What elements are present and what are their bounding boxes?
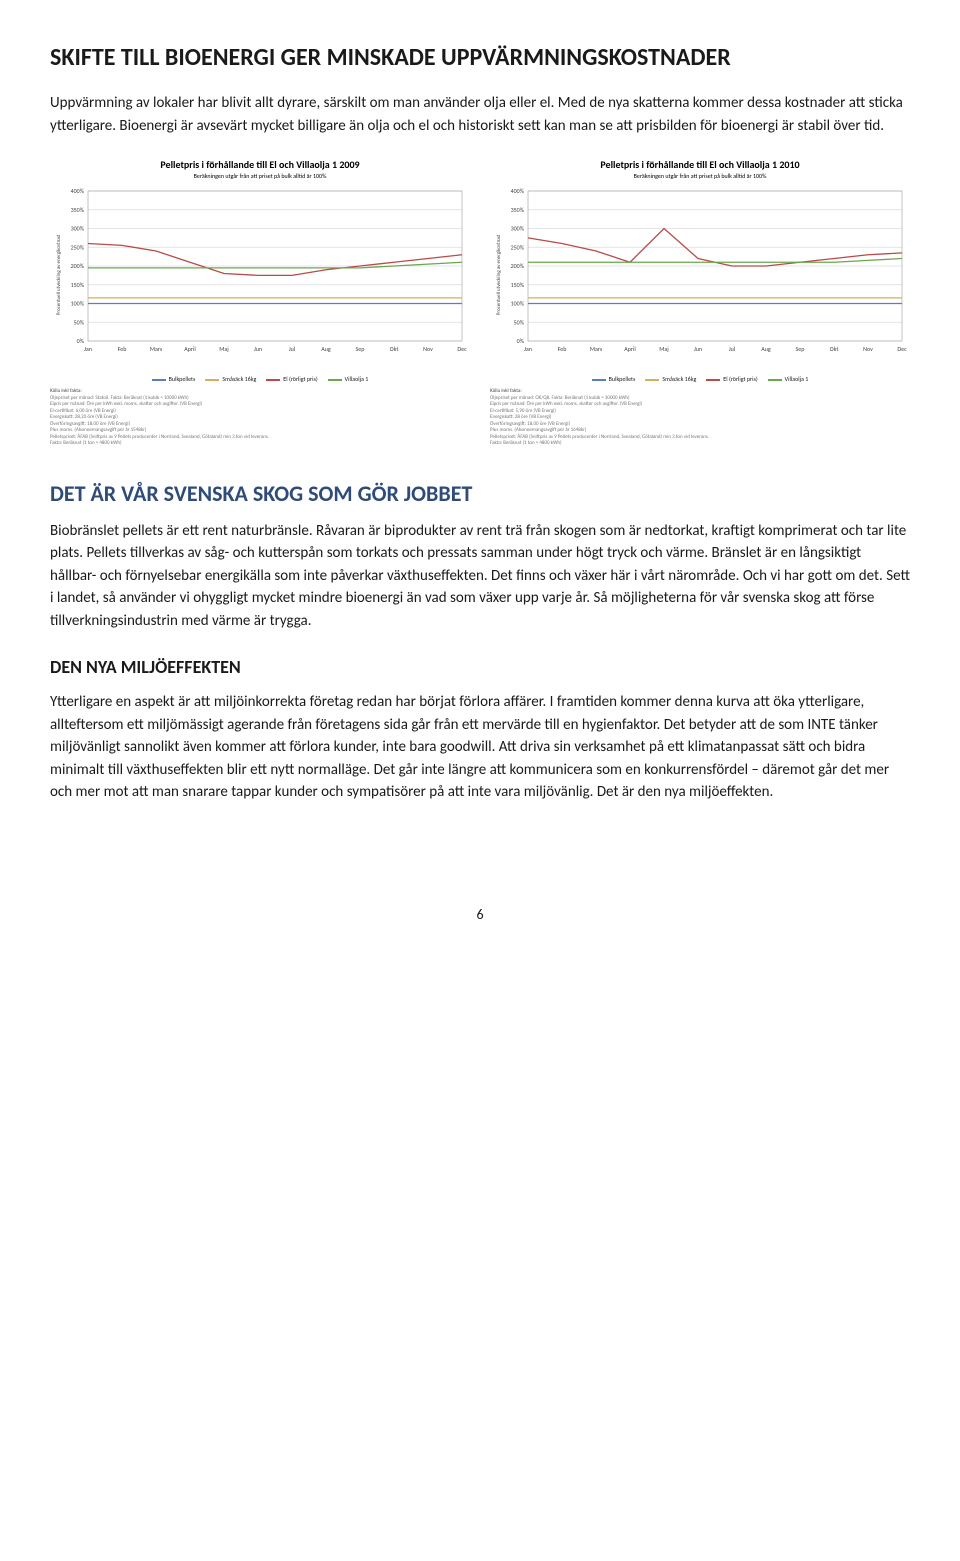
svg-text:100%: 100%: [71, 300, 85, 308]
svg-text:50%: 50%: [514, 318, 525, 326]
svg-text:Dec: Dec: [897, 345, 907, 353]
legend-swatch: [592, 379, 606, 381]
chart-title-right: Pelletpris i förhållande till El och Vil…: [490, 157, 910, 172]
svg-text:April: April: [624, 345, 635, 353]
svg-text:100%: 100%: [511, 300, 525, 308]
svg-text:Aug: Aug: [761, 345, 771, 353]
svg-text:Jul: Jul: [289, 345, 295, 353]
section3-body: Ytterligare en aspekt är att miljöinkorr…: [50, 691, 910, 804]
svg-text:Sep: Sep: [796, 345, 805, 353]
intro-paragraph: Uppvärmning av lokaler har blivit allt d…: [50, 92, 910, 137]
svg-text:Okt: Okt: [390, 345, 399, 353]
svg-text:400%: 400%: [511, 187, 525, 195]
legend-label: Bulkpellets: [169, 375, 196, 384]
svg-text:Mars: Mars: [150, 345, 163, 353]
section2-title: DET ÄR VÅR SVENSKA SKOG SOM GÖR JOBBET: [50, 477, 910, 510]
page-number: 6: [50, 904, 910, 925]
legend-label: Småsäck 16kg: [662, 375, 696, 384]
svg-text:0%: 0%: [77, 337, 85, 345]
svg-text:50%: 50%: [74, 318, 85, 326]
legend-item: Småsäck 16kg: [645, 375, 696, 384]
svg-text:Jul: Jul: [729, 345, 735, 353]
chart-footnotes-right: Källa inkl fakta: Oljepriset per månad: …: [490, 388, 910, 447]
legend-item: Bulkpellets: [152, 375, 196, 384]
section3-title: DEN NYA MILJÖEFFEKTEN: [50, 654, 910, 681]
chart-title-left: Pelletpris i förhållande till El och Vil…: [50, 157, 470, 172]
legend-label: Småsäck 16kg: [222, 375, 256, 384]
chart-subtitle-right: Beräkningen utgår från att priset på bul…: [490, 172, 910, 181]
chart-svg-left: 0% 50% 100% 150% 200% 250% 300% 350% 400% Jan Feb M…: [50, 185, 470, 365]
svg-text:Procentuell utveckling av ener: Procentuell utveckling av energikostnad: [56, 234, 62, 315]
legend-swatch: [328, 379, 342, 381]
svg-text:200%: 200%: [71, 262, 85, 270]
svg-text:Maj: Maj: [659, 345, 669, 353]
svg-text:April: April: [184, 345, 195, 353]
chart-2010: Pelletpris i förhållande till El och Vil…: [490, 157, 910, 447]
svg-text:Feb: Feb: [118, 345, 127, 353]
legend-item: El (rörligt pris): [706, 375, 757, 384]
chart-legend-left: Bulkpellets Småsäck 16kg El (rörligt pris)…: [50, 375, 470, 384]
footnote-line: Fakta: Beräknat (1 ton ≈ 4800 kWh): [490, 440, 910, 447]
svg-text:Sep: Sep: [356, 345, 365, 353]
legend-label: Villaolja 1: [345, 375, 369, 384]
legend-item: Villaolja 1: [328, 375, 369, 384]
svg-text:Okt: Okt: [830, 345, 839, 353]
svg-text:Nov: Nov: [863, 345, 873, 353]
svg-text:200%: 200%: [511, 262, 525, 270]
svg-text:Jan: Jan: [524, 345, 532, 353]
charts-row: Pelletpris i förhållande till El och Vil…: [50, 157, 910, 447]
legend-label: El (rörligt pris): [283, 375, 317, 384]
svg-text:Maj: Maj: [219, 345, 229, 353]
svg-text:300%: 300%: [511, 225, 525, 233]
legend-label: Bulkpellets: [609, 375, 636, 384]
page-title: SKIFTE TILL BIOENERGI GER MINSKADE UPPVÄ…: [50, 40, 910, 76]
svg-text:Mars: Mars: [590, 345, 603, 353]
legend-item: El (rörligt pris): [266, 375, 317, 384]
svg-text:300%: 300%: [71, 225, 85, 233]
svg-text:Jan: Jan: [84, 345, 92, 353]
chart-2009: Pelletpris i förhållande till El och Vil…: [50, 157, 470, 447]
svg-text:350%: 350%: [71, 206, 85, 214]
svg-text:Aug: Aug: [321, 345, 331, 353]
chart-legend-right: Bulkpellets Småsäck 16kg El (rörligt pris)…: [490, 375, 910, 384]
legend-item: Bulkpellets: [592, 375, 636, 384]
svg-text:0%: 0%: [517, 337, 525, 345]
svg-text:Jun: Jun: [254, 345, 262, 353]
legend-swatch: [645, 379, 659, 381]
svg-text:Jun: Jun: [694, 345, 702, 353]
svg-text:Procentuell utveckling av ener: Procentuell utveckling av energikostnad: [496, 234, 502, 315]
chart-subtitle-left: Beräkningen utgår från att priset på bul…: [50, 172, 470, 181]
legend-swatch: [706, 379, 720, 381]
section2-body: Biobränslet pellets är ett rent naturbrä…: [50, 520, 910, 633]
chart-svg-right: 0% 50% 100% 150% 200% 250% 300% 350% 400% Jan Feb M…: [490, 185, 910, 365]
legend-item: Småsäck 16kg: [205, 375, 256, 384]
legend-swatch: [768, 379, 782, 381]
svg-text:150%: 150%: [71, 281, 85, 289]
svg-text:Feb: Feb: [558, 345, 567, 353]
svg-text:Dec: Dec: [457, 345, 467, 353]
chart-footnotes-left: Källa inkl fakta: Oljepriset per månad: …: [50, 388, 470, 447]
svg-text:Nov: Nov: [423, 345, 433, 353]
footnote-line: Fakta: Beräknat (1 ton ≈ 4800 kWh): [50, 440, 470, 447]
legend-label: Villaolja 1: [785, 375, 809, 384]
legend-swatch: [266, 379, 280, 381]
svg-text:250%: 250%: [511, 243, 525, 251]
svg-text:250%: 250%: [71, 243, 85, 251]
legend-label: El (rörligt pris): [723, 375, 757, 384]
legend-swatch: [205, 379, 219, 381]
legend-swatch: [152, 379, 166, 381]
svg-text:150%: 150%: [511, 281, 525, 289]
svg-text:400%: 400%: [71, 187, 85, 195]
svg-text:350%: 350%: [511, 206, 525, 214]
legend-item: Villaolja 1: [768, 375, 809, 384]
